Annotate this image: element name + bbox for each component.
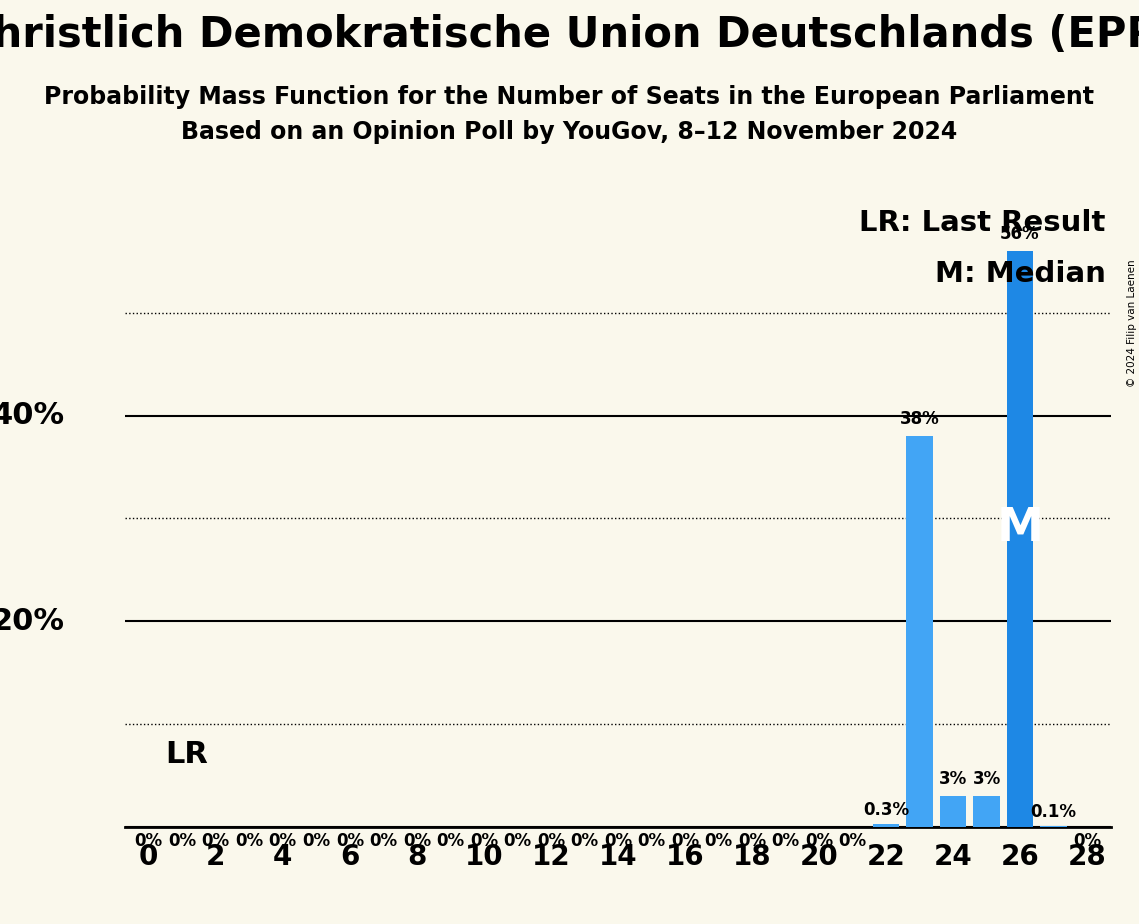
Text: 40%: 40% — [0, 401, 65, 431]
Text: © 2024 Filip van Laenen: © 2024 Filip van Laenen — [1126, 260, 1137, 387]
Bar — [1007, 251, 1033, 827]
Text: 0%: 0% — [134, 833, 163, 850]
Text: Probability Mass Function for the Number of Seats in the European Parliament: Probability Mass Function for the Number… — [44, 85, 1095, 109]
Text: 0%: 0% — [571, 833, 598, 850]
Bar — [1040, 826, 1067, 827]
Text: 0%: 0% — [671, 833, 699, 850]
Bar — [973, 796, 1000, 827]
Bar — [907, 436, 933, 827]
Text: 0%: 0% — [1073, 833, 1101, 850]
Text: 0%: 0% — [704, 833, 732, 850]
Text: 0%: 0% — [536, 833, 565, 850]
Text: LR: Last Result: LR: Last Result — [859, 209, 1106, 237]
Text: 0%: 0% — [302, 833, 330, 850]
Text: 0%: 0% — [503, 833, 532, 850]
Text: 38%: 38% — [900, 410, 940, 428]
Text: Christlich Demokratische Union Deutschlands (EPP): Christlich Demokratische Union Deutschla… — [0, 14, 1139, 55]
Text: 0%: 0% — [336, 833, 363, 850]
Text: M: M — [997, 506, 1043, 552]
Text: 0.1%: 0.1% — [1031, 803, 1076, 821]
Text: 0%: 0% — [771, 833, 800, 850]
Text: 3%: 3% — [973, 770, 1001, 788]
Text: 0%: 0% — [269, 833, 297, 850]
Text: 56%: 56% — [1000, 225, 1040, 243]
Text: 0%: 0% — [236, 833, 263, 850]
Text: 0%: 0% — [436, 833, 465, 850]
Text: M: Median: M: Median — [935, 260, 1106, 287]
Text: 0%: 0% — [838, 833, 867, 850]
Text: 0%: 0% — [469, 833, 498, 850]
Text: LR: LR — [165, 740, 208, 770]
Text: 0%: 0% — [369, 833, 398, 850]
Text: 0%: 0% — [169, 833, 196, 850]
Text: 0%: 0% — [738, 833, 767, 850]
Text: 3%: 3% — [939, 770, 967, 788]
Text: 0%: 0% — [604, 833, 632, 850]
Text: 20%: 20% — [0, 607, 65, 636]
Text: 0%: 0% — [403, 833, 431, 850]
Bar — [940, 796, 966, 827]
Text: 0.3%: 0.3% — [863, 801, 909, 819]
Text: 0%: 0% — [805, 833, 833, 850]
Bar — [872, 824, 900, 827]
Text: 0%: 0% — [202, 833, 230, 850]
Text: Based on an Opinion Poll by YouGov, 8–12 November 2024: Based on an Opinion Poll by YouGov, 8–12… — [181, 120, 958, 144]
Text: 0%: 0% — [638, 833, 665, 850]
